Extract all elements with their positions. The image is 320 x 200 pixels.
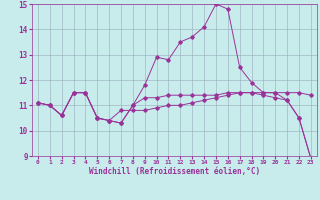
X-axis label: Windchill (Refroidissement éolien,°C): Windchill (Refroidissement éolien,°C): [89, 167, 260, 176]
